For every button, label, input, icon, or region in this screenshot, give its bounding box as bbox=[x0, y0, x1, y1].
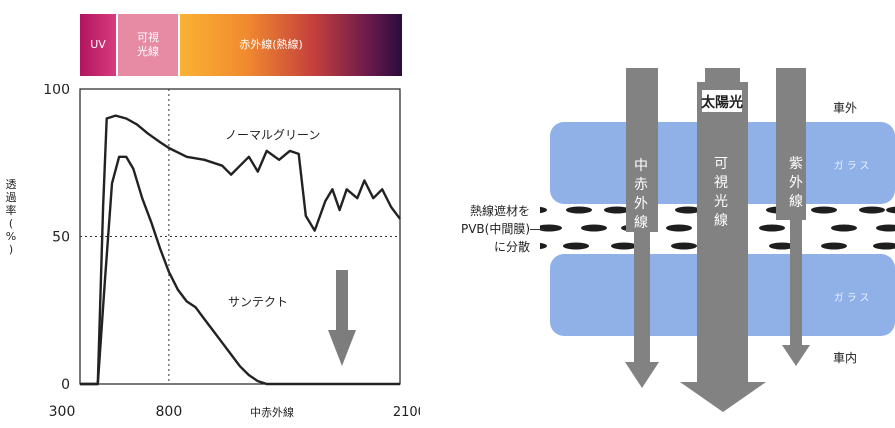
pvb-particle bbox=[886, 206, 895, 214]
x-tick-label: 800 bbox=[156, 404, 183, 420]
dispersion-leader-line bbox=[530, 229, 544, 230]
series-line-2 bbox=[80, 155, 400, 386]
arrow-label-char: 線 bbox=[789, 194, 805, 210]
arrow-label-char: 線 bbox=[714, 213, 730, 229]
y-tick-label: 50 bbox=[52, 230, 70, 246]
series-label-1: ノーマルグリーン bbox=[225, 128, 320, 142]
uv-label: UV bbox=[90, 38, 106, 51]
pvb-particle bbox=[675, 206, 701, 214]
pvb-particle bbox=[536, 224, 562, 232]
visible-band: 可視 光線 bbox=[118, 14, 178, 76]
arrow-label-char: 赤 bbox=[634, 177, 650, 193]
arrow-label-char: 視 bbox=[714, 175, 730, 191]
arrow-shaft bbox=[336, 270, 348, 332]
series-line-1 bbox=[80, 114, 401, 386]
outside-label: 車外 bbox=[833, 101, 857, 115]
pvb-particle bbox=[604, 206, 630, 214]
pvb-particle bbox=[759, 224, 785, 232]
arrow-down-icon bbox=[328, 270, 356, 366]
arrow-label-char: 可 bbox=[714, 156, 730, 172]
pvb-particle bbox=[563, 242, 589, 250]
dispersion-line-2: PVB(中間膜) bbox=[460, 222, 530, 236]
arrow-label-char: 線 bbox=[634, 215, 650, 231]
dispersion-label: 熱線遮材を PVB(中間膜) に分散 bbox=[400, 202, 530, 256]
infrared-band: 赤外線(熱線) bbox=[180, 14, 402, 76]
y-axis-title: 透過率(%) bbox=[5, 178, 17, 256]
inner-glass-label: ガラス bbox=[834, 292, 873, 304]
pvb-particle bbox=[611, 242, 637, 250]
arrow-label-char: 光 bbox=[714, 194, 730, 210]
visible-light-arrow bbox=[680, 68, 766, 412]
pvb-particle bbox=[521, 242, 547, 250]
spectrum-band: UV 可視 光線 赤外線(熱線) bbox=[80, 14, 402, 76]
visible-label: 可視 光線 bbox=[137, 31, 159, 58]
dispersion-line-1: 熱線遮材を bbox=[469, 204, 530, 218]
pvb-particle bbox=[566, 206, 592, 214]
arrow-label-char: 外 bbox=[789, 175, 805, 191]
dispersion-line-3: に分散 bbox=[493, 240, 530, 254]
pvb-particle bbox=[859, 206, 885, 214]
pvb-particle bbox=[831, 224, 857, 232]
uv-band: UV bbox=[80, 14, 116, 76]
arrow-label-char: 中 bbox=[634, 158, 650, 174]
arrow-head bbox=[328, 330, 356, 366]
x-tick-label: 2100 波長(nm) bbox=[393, 405, 420, 420]
pvb-particle bbox=[521, 206, 547, 214]
infrared-label: 赤外線(熱線) bbox=[239, 38, 303, 51]
chart-series bbox=[80, 114, 401, 386]
pvb-particle bbox=[769, 242, 795, 250]
pvb-particle bbox=[671, 242, 697, 250]
arrow-label-char: 紫 bbox=[789, 156, 805, 172]
arrow-label-char: 外 bbox=[634, 196, 650, 212]
glass-diagram: 太陽光 車外 車内 ガラス ガラス 中赤外線可視光線紫外線 bbox=[521, 50, 895, 424]
y-tick-label: 0 bbox=[61, 377, 70, 393]
sunlight-label-bg bbox=[702, 90, 742, 112]
outer-glass-label: ガラス bbox=[834, 160, 873, 172]
y-tick-label: 100 bbox=[43, 84, 70, 98]
series-label-2: サンテクト bbox=[228, 295, 288, 309]
pvb-particle bbox=[876, 224, 895, 232]
mid-infrared-arrow bbox=[625, 68, 659, 388]
pvb-particle bbox=[873, 242, 895, 250]
x-tick-label: 中赤外線 bbox=[250, 405, 294, 419]
sunlight-label: 太陽光 bbox=[701, 94, 743, 111]
pvb-particle bbox=[811, 206, 837, 214]
x-tick-label: 300 bbox=[49, 404, 76, 420]
chart-reference-lines bbox=[80, 89, 400, 384]
inside-label: 車内 bbox=[833, 351, 857, 365]
ultraviolet-arrow bbox=[776, 68, 810, 366]
pvb-particle bbox=[581, 224, 607, 232]
pvb-particle bbox=[821, 242, 847, 250]
pvb-particle bbox=[666, 224, 692, 232]
